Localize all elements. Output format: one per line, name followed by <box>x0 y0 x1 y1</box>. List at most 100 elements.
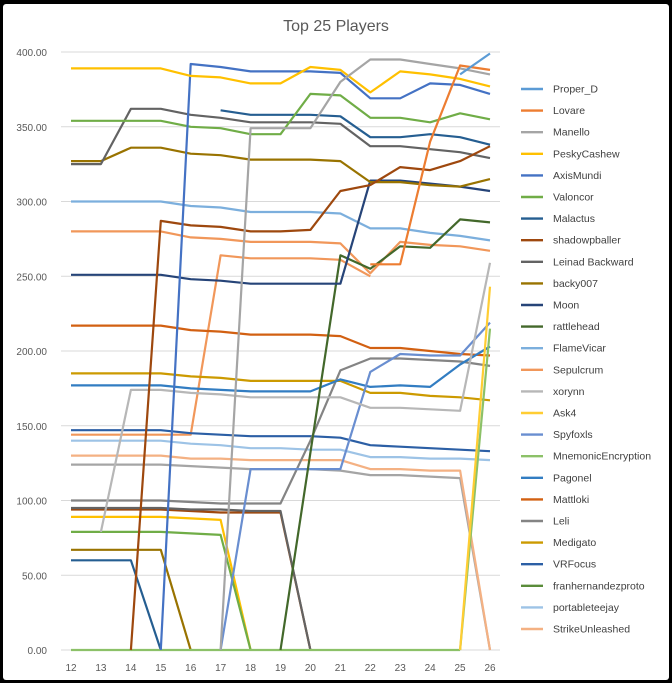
legend-item: MnemonicEncryption <box>521 451 651 463</box>
y-tick-label: 200.00 <box>16 347 47 358</box>
series-line <box>220 109 491 146</box>
x-tick-label: 26 <box>484 663 496 674</box>
legend-item: Pagonel <box>521 472 592 484</box>
x-tick-label: 22 <box>365 663 377 674</box>
legend-item: Ask4 <box>521 408 577 420</box>
legend-label: Leinad Backward <box>553 256 634 268</box>
series-line <box>71 107 491 166</box>
y-tick-label: 350.00 <box>16 123 47 134</box>
legend-label: Moon <box>553 300 579 312</box>
legend-label: franhernandezproto <box>553 580 645 592</box>
legend-label: rattlehead <box>553 321 600 333</box>
legend-label: Leli <box>553 516 569 528</box>
legend-item: Sepulcrum <box>521 364 603 376</box>
x-tick-label: 15 <box>155 663 167 674</box>
y-tick-label: 250.00 <box>16 272 47 283</box>
legend-item: portableteejay <box>521 602 620 614</box>
legend-item: Spyfoxls <box>521 429 593 441</box>
legend-item: PeskyCashew <box>521 148 620 160</box>
chart-title: Top 25 Players <box>283 18 389 35</box>
legend-label: FlameVicar <box>553 343 606 355</box>
legend-label: shadowpballer <box>553 235 621 247</box>
series-line <box>71 372 491 402</box>
series-line <box>219 58 491 651</box>
series-line <box>71 230 491 275</box>
legend-label: Ask4 <box>553 408 577 420</box>
legend-item: Lovare <box>521 105 585 117</box>
legend-label: Spyfoxls <box>553 429 593 441</box>
y-tick-label: 100.00 <box>16 497 47 508</box>
series-line <box>71 429 491 453</box>
series-line <box>71 345 491 393</box>
legend-label: Sepulcrum <box>553 364 603 376</box>
legend-label: Malactus <box>553 213 595 225</box>
x-tick-label: 23 <box>395 663 407 674</box>
y-tick-label: 150.00 <box>16 422 47 433</box>
legend-label: Pagonel <box>553 472 592 484</box>
series-line <box>459 286 492 651</box>
series-lines <box>71 52 492 652</box>
series-line <box>71 200 491 242</box>
y-tick-label: 300.00 <box>16 198 47 209</box>
legend-label: AxisMundi <box>553 170 601 182</box>
x-tick-label: 13 <box>95 663 107 674</box>
series-line <box>99 262 492 533</box>
x-tick-label: 25 <box>455 663 467 674</box>
series-line <box>71 559 162 651</box>
series-line <box>159 62 491 651</box>
series-line <box>71 515 252 651</box>
legend-label: Mattloki <box>553 494 589 506</box>
legend-label: Medigato <box>553 537 596 549</box>
line-chart: Top 25 Players 0.0050.00100.00150.00200.… <box>16 18 651 674</box>
legend-item: StrikeUnleashed <box>521 624 630 636</box>
legend-item: AxisMundi <box>521 170 601 182</box>
legend-item: shadowpballer <box>521 235 621 247</box>
legend-label: VRFocus <box>553 559 596 571</box>
legend-item: Medigato <box>521 537 596 549</box>
series-line <box>219 321 491 651</box>
legend-label: Proper_D <box>553 84 598 96</box>
y-tick-label: 50.00 <box>22 571 47 582</box>
series-line <box>71 65 491 94</box>
legend-item: rattlehead <box>521 321 600 333</box>
legend-label: Manello <box>553 127 590 139</box>
series-line <box>279 218 491 651</box>
series-line <box>71 439 491 462</box>
legend-item: Leinad Backward <box>521 256 634 268</box>
x-tick-label: 21 <box>335 663 347 674</box>
legend-label: backy007 <box>553 278 598 290</box>
legend-label: Lovare <box>553 105 585 117</box>
x-tick-label: 24 <box>425 663 437 674</box>
x-tick-label: 18 <box>245 663 257 674</box>
series-line <box>71 508 312 651</box>
series-line <box>71 506 312 651</box>
legend-item: backy007 <box>521 278 598 290</box>
x-tick-label: 14 <box>125 663 137 674</box>
legend-item: franhernandezproto <box>521 580 645 592</box>
y-tick-label: 400.00 <box>16 48 47 59</box>
x-tick-label: 19 <box>275 663 287 674</box>
legend-label: portableteejay <box>553 602 620 614</box>
x-tick-label: 20 <box>305 663 317 674</box>
x-tick-label: 12 <box>65 663 77 674</box>
series-line <box>459 52 491 76</box>
legend: Proper_D Lovare Manello PeskyCashew AxisMund… <box>521 84 651 636</box>
series-line <box>370 64 491 266</box>
legend-label: xorynn <box>553 386 585 398</box>
legend-label: StrikeUnleashed <box>553 624 630 636</box>
series-line <box>71 324 491 357</box>
chart-frame: Top 25 Players 0.00 50.00 100.00 150.00 200.… <box>3 4 669 680</box>
legend-item: Manello <box>521 127 590 139</box>
series-line <box>71 454 492 651</box>
x-tick-label: 17 <box>215 663 227 674</box>
y-axis-ticks: 0.00 50.00 100.00 150.00 200.00 250.00 300.00 3… <box>16 48 47 657</box>
legend-item: FlameVicar <box>521 343 606 355</box>
legend-item: Moon <box>521 300 579 312</box>
legend-label: PeskyCashew <box>553 148 620 160</box>
x-axis-ticks: 12 13 14 15 16 17 18 19 20 21 22 23 24 25 26 <box>65 663 496 674</box>
x-tick-label: 16 <box>185 663 197 674</box>
series-line <box>71 548 192 651</box>
series-line <box>129 145 491 651</box>
legend-item: Mattloki <box>521 494 589 506</box>
legend-label: MnemonicEncryption <box>553 451 651 463</box>
